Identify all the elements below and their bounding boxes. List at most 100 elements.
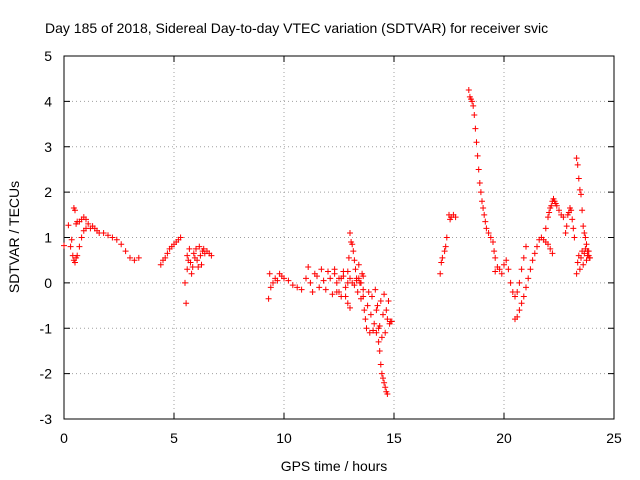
data-point [525,275,532,282]
data-point [563,223,570,230]
data-point [518,300,525,307]
data-point [347,275,353,282]
data-point [387,318,394,325]
x-tick-label: 5 [170,430,178,446]
data-point [327,275,334,282]
data-point [473,139,480,146]
data-point [190,250,197,257]
data-point [122,248,129,255]
data-point [157,261,164,268]
data-point [583,257,590,264]
data-point [177,234,184,241]
data-point [570,225,577,232]
data-point [347,304,353,311]
data-point [109,234,116,241]
y-tick-label: 2 [44,184,52,200]
data-point [516,279,523,286]
data-point [314,273,320,280]
data-point [336,275,342,282]
data-point [361,307,368,314]
data-point [514,288,521,295]
data-point [385,298,392,305]
data-point [333,288,340,295]
data-point [184,266,191,273]
plot-frame [63,55,615,420]
data-point [325,268,331,275]
data-point [320,277,327,284]
data-point [469,98,476,105]
y-axis: -3 -2 -1 0 1 2 3 4 5 [40,48,614,427]
data-point [365,288,372,295]
data-point [542,225,549,232]
data-point [131,257,138,264]
data-point [187,259,194,266]
data-point [344,268,351,275]
data-point [381,379,388,386]
grid [64,56,614,419]
data-point [72,259,78,266]
y-tick-label: -2 [40,366,53,382]
data-point [380,311,386,318]
data-point [266,270,273,277]
data-point [380,375,386,382]
data-point [76,243,83,250]
data-point [582,245,589,252]
data-point [378,334,385,341]
data-point [350,248,357,255]
data-point [483,225,490,232]
data-point [562,229,569,236]
data-point [353,275,360,282]
data-point [529,257,536,264]
data-point [442,243,449,250]
data-point [198,261,205,268]
data-point [281,275,287,282]
data-point [579,207,586,214]
data-point [576,266,583,273]
data-point [360,293,367,300]
data-point [477,189,484,196]
data-point [578,254,584,261]
data-point [583,241,590,248]
data-point [344,300,351,307]
data-point [573,270,580,277]
data-point [553,202,560,209]
data-point [381,291,388,298]
data-point [439,254,446,261]
data-point [196,243,203,250]
data-point [384,391,391,398]
data-point [188,270,195,277]
data-point [65,222,72,229]
data-point [545,241,551,248]
data-point [520,254,527,261]
data-point [182,279,188,286]
data-point [354,288,361,295]
data-point [376,347,383,354]
data-point [574,259,581,266]
data-point [333,279,340,286]
data-point [274,277,281,284]
data-point [369,293,375,300]
data-point [113,236,120,243]
data-point [349,241,356,248]
data-point [474,152,481,159]
data-point [285,277,292,284]
data-point [501,261,507,268]
data-point [581,250,588,257]
x-tick-label: 10 [276,430,292,446]
data-point [270,279,276,286]
chart-title: Day 185 of 2018, Sidereal Day-to-day VTE… [45,20,548,36]
data-point [560,214,567,221]
data-point [569,216,576,223]
data-point [105,232,111,239]
data-point [373,307,380,314]
data-point [476,180,483,187]
data-point [452,214,459,221]
data-point [100,229,107,236]
data-point [523,243,529,250]
data-point [384,316,391,323]
data-point [67,243,74,250]
x-tick-label: 0 [60,430,68,446]
data-point [438,259,445,266]
data-point [498,270,505,277]
data-point [471,111,478,118]
